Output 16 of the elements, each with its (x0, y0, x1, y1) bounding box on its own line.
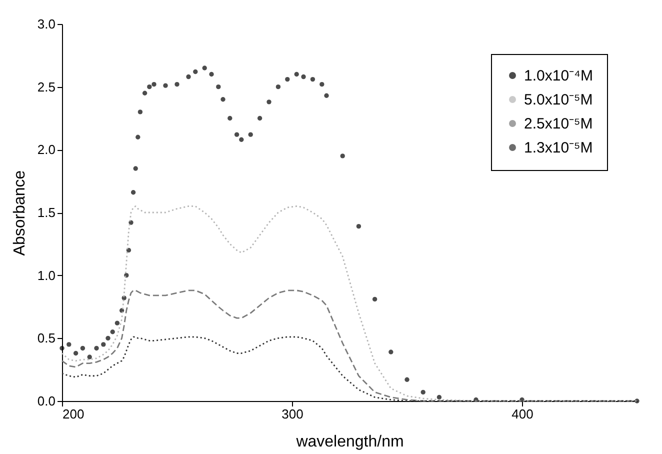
y-tick-label: 2.0 (37, 142, 56, 158)
x-tick-label: 400 (512, 406, 534, 422)
y-axis-title: Absorbance (11, 170, 28, 256)
y-tick-label: 3.0 (37, 16, 56, 32)
y-tick-label: 0.5 (37, 330, 56, 346)
x-axis-title: wavelength/nm (295, 434, 404, 450)
y-tick-label: 1.5 (37, 205, 56, 220)
legend-label: 1.0x10⁻⁴M (524, 68, 593, 84)
x-tick-label: 300 (282, 406, 304, 422)
x-tick-label: 200 (62, 406, 84, 422)
legend-label: 2.5x10⁻⁵M (524, 116, 593, 132)
y-tick-label: 0.0 (37, 394, 56, 408)
legend-label: 5.0x10⁻⁵M (524, 92, 593, 108)
legend-label: 1.3x10⁻⁵M (524, 140, 593, 156)
y-tick-label: 1.0 (37, 268, 56, 283)
y-tick-label: 2.5 (37, 79, 56, 94)
